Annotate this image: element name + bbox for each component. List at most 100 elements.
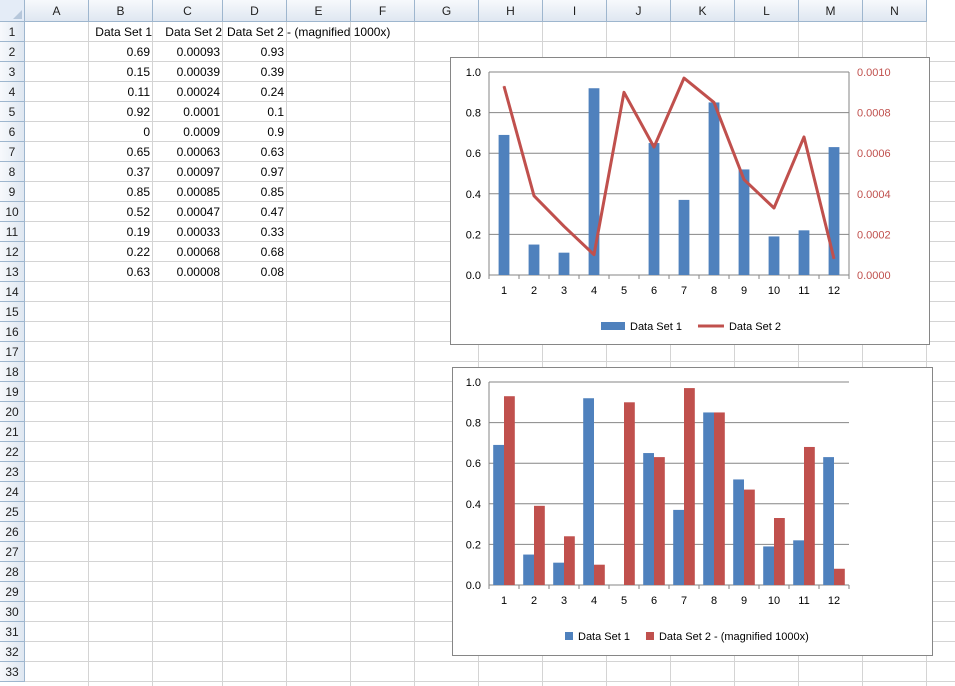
cell-b2[interactable]: 0.69 [126,45,150,59]
cell-c6[interactable]: 0.0009 [183,125,220,139]
row-header-24[interactable]: 24 [0,482,25,502]
x-tick-label: 3 [561,595,567,607]
cell-d5[interactable]: 0.1 [267,105,284,119]
header-data-set-2-magnified[interactable]: Data Set 2 - (magnified 1000x) [227,25,391,39]
combo-chart[interactable]: 0.0 0.2 0.4 0.6 0.8 1.0 1 2 3 4 5 6 7 8 9 10 11 12 0.0000 0… [450,57,930,345]
column-header-d[interactable]: D [223,0,287,22]
cell-c4[interactable]: 0.00024 [176,85,220,99]
row-header-2[interactable]: 2 [0,42,25,62]
cell-c10[interactable]: 0.00047 [176,205,220,219]
column-header-b[interactable]: B [89,0,153,22]
cell-d2[interactable]: 0.93 [260,45,284,59]
cell-c11[interactable]: 0.00033 [176,225,220,239]
x-tick-label: 1 [501,595,507,607]
row-header-21[interactable]: 21 [0,422,25,442]
cell-c7[interactable]: 0.00063 [176,145,220,159]
row-header-30[interactable]: 30 [0,602,25,622]
header-data-set-1[interactable]: Data Set 1 [95,25,152,39]
cell-d13[interactable]: 0.08 [260,265,284,279]
bar-1-12 [828,147,840,275]
bar-1-4 [583,398,594,585]
column-header-g[interactable]: G [415,0,479,22]
column-header-j[interactable]: J [607,0,671,22]
cell-b7[interactable]: 0.65 [126,145,150,159]
row-header-25[interactable]: 25 [0,502,25,522]
column-header-e[interactable]: E [287,0,351,22]
cell-b5[interactable]: 0.92 [126,105,150,119]
cell-d7[interactable]: 0.63 [260,145,284,159]
bar-2-2 [534,505,545,585]
row-header-31[interactable]: 31 [0,622,25,642]
cell-c2[interactable]: 0.00093 [176,45,220,59]
cell-c5[interactable]: 0.0001 [183,105,220,119]
column-header-n[interactable]: N [863,0,927,22]
clustered-bar-chart[interactable]: 0.0 0.2 0.4 0.6 0.8 1.0 1 2 3 4 5 6 7 8 9 10 11 12 Data Se… [452,367,933,656]
row-header-15[interactable]: 15 [0,302,25,322]
row-header-10[interactable]: 10 [0,202,25,222]
row-header-9[interactable]: 9 [0,182,25,202]
row-header-17[interactable]: 17 [0,342,25,362]
row-header-1[interactable]: 1 [0,22,25,42]
x-tick-label: 12 [828,595,840,607]
column-header-m[interactable]: M [799,0,863,22]
y2-tick-label: 0.0010 [857,67,891,79]
row-header-12[interactable]: 12 [0,242,25,262]
column-header-f[interactable]: F [351,0,415,22]
row-header-7[interactable]: 7 [0,142,25,162]
row-header-18[interactable]: 18 [0,362,25,382]
row-header-6[interactable]: 6 [0,122,25,142]
cell-d6[interactable]: 0.9 [267,125,284,139]
row-header-3[interactable]: 3 [0,62,25,82]
line-point-2 [533,195,535,197]
cell-b10[interactable]: 0.52 [126,205,150,219]
row-header-33[interactable]: 33 [0,662,25,682]
cell-b13[interactable]: 0.63 [126,265,150,279]
row-header-20[interactable]: 20 [0,402,25,422]
row-header-8[interactable]: 8 [0,162,25,182]
select-all-corner[interactable] [0,0,25,22]
row-header-23[interactable]: 23 [0,462,25,482]
cell-b6[interactable]: 0 [143,125,150,139]
cell-d11[interactable]: 0.33 [260,225,284,239]
row-header-13[interactable]: 13 [0,262,25,282]
cell-d3[interactable]: 0.39 [260,65,284,79]
column-header-a[interactable]: A [25,0,89,22]
row-header-14[interactable]: 14 [0,282,25,302]
bar-2-5 [624,402,635,585]
cell-b4[interactable]: 0.11 [127,85,150,99]
header-data-set-2[interactable]: Data Set 2 [165,25,222,39]
cell-c9[interactable]: 0.00085 [176,185,220,199]
column-header-i[interactable]: I [543,0,607,22]
cell-b8[interactable]: 0.37 [126,165,150,179]
row-header-22[interactable]: 22 [0,442,25,462]
y-tick-label: 0.4 [466,189,481,201]
cell-d4[interactable]: 0.24 [260,85,284,99]
row-header-26[interactable]: 26 [0,522,25,542]
cell-c13[interactable]: 0.00008 [176,265,220,279]
row-header-5[interactable]: 5 [0,102,25,122]
row-header-11[interactable]: 11 [0,222,25,242]
cell-d12[interactable]: 0.68 [260,245,284,259]
row-header-16[interactable]: 16 [0,322,25,342]
column-header-c[interactable]: C [153,0,223,22]
row-header-29[interactable]: 29 [0,582,25,602]
cell-b9[interactable]: 0.85 [126,185,150,199]
column-header-l[interactable]: L [735,0,799,22]
cell-b12[interactable]: 0.22 [126,245,150,259]
cell-c12[interactable]: 0.00068 [176,245,220,259]
row-header-32[interactable]: 32 [0,642,25,662]
column-header-k[interactable]: K [671,0,735,22]
bar-1-7 [673,509,684,585]
row-header-27[interactable]: 27 [0,542,25,562]
cell-d9[interactable]: 0.85 [260,185,284,199]
cell-d10[interactable]: 0.47 [260,205,284,219]
cell-b11[interactable]: 0.19 [126,225,150,239]
column-header-h[interactable]: H [479,0,543,22]
row-header-4[interactable]: 4 [0,82,25,102]
row-header-19[interactable]: 19 [0,382,25,402]
cell-c8[interactable]: 0.00097 [176,165,220,179]
cell-d8[interactable]: 0.97 [260,165,284,179]
cell-c3[interactable]: 0.00039 [176,65,220,79]
row-header-28[interactable]: 28 [0,562,25,582]
cell-b3[interactable]: 0.15 [126,65,150,79]
